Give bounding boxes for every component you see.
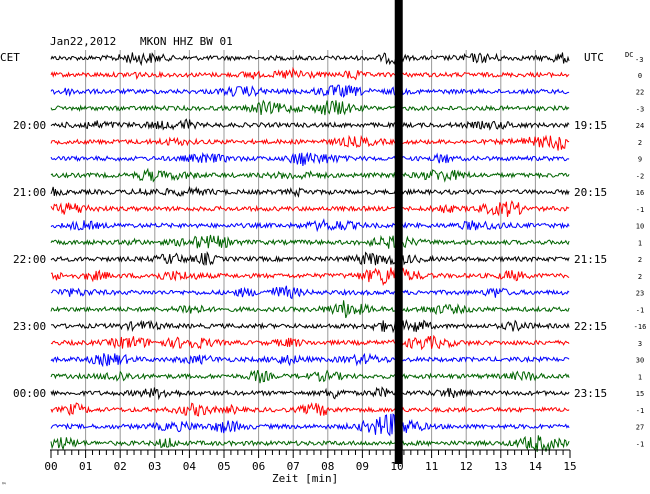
x-tick-label: 14 [529, 460, 543, 473]
trace-row [50, 386, 570, 401]
x-tick-label: 10 [390, 460, 403, 473]
trace-row [50, 84, 570, 99]
trace-row [50, 134, 570, 151]
trace-row [50, 66, 570, 81]
trace-row [50, 334, 570, 351]
dc-offset-value: 2 [638, 273, 642, 281]
dc-offset-value: -1 [636, 440, 644, 448]
x-tick-label: 01 [79, 460, 92, 473]
dc-offset-value: 16 [636, 189, 644, 197]
trace-row [50, 413, 570, 437]
x-tick-label: 08 [321, 460, 334, 473]
left-time-label: 21:00 [13, 186, 46, 199]
dc-offset-value: 0 [638, 72, 642, 80]
x-tick-label: 13 [494, 460, 507, 473]
x-axis: 00 01 02 03 04 05 06 07 08 09 10 11 12 13 14 15 [44, 449, 577, 473]
chart-station: MKON HHZ BW 01 [140, 35, 233, 48]
trace-row [50, 369, 570, 384]
trace-row [50, 402, 570, 417]
trace-row [50, 151, 570, 167]
chart-date: Jan22,2012 [50, 35, 116, 48]
x-tick-label: 15 [563, 460, 576, 473]
x-tick-label: 06 [252, 460, 265, 473]
trace-rows [50, 52, 570, 452]
dc-offset-value: -1 [636, 206, 644, 214]
dc-offset-value: 9 [638, 156, 642, 164]
trace-row [50, 167, 570, 183]
trace-row [50, 234, 570, 249]
dc-offset-value: 15 [636, 390, 644, 398]
trace-row [50, 285, 570, 300]
trace-row [50, 218, 570, 233]
time-labels: 20:00 21:00 22:00 23:00 00:00 19:15 20:15 21:15… [13, 119, 607, 400]
x-tick-label: 07 [287, 460, 300, 473]
dc-offset-value: 1 [638, 239, 642, 247]
dc-offset-value: -1 [636, 306, 644, 314]
dc-offset-value: 2 [638, 139, 642, 147]
trace-row [50, 52, 570, 67]
dc-offset-value: 30 [636, 357, 644, 365]
dc-offset-value: 2 [638, 256, 642, 264]
right-time-label: 19:15 [574, 119, 607, 132]
right-time-label: 20:15 [574, 186, 607, 199]
x-tick-label: 12 [460, 460, 473, 473]
dc-offset-value: -2 [636, 172, 644, 180]
dc-offset-value: 22 [636, 89, 644, 97]
dc-header-sub: -3 [635, 56, 643, 64]
x-tick-label: 04 [183, 460, 197, 473]
dc-offset-value: 27 [636, 424, 644, 432]
left-time-label: 20:00 [13, 119, 46, 132]
dc-offset-value: 10 [636, 223, 644, 231]
trace-row [50, 318, 570, 334]
footer-mark: ™ [2, 482, 6, 489]
trace-row [50, 251, 570, 266]
trace-row [50, 199, 570, 217]
x-tick-label: 11 [425, 460, 438, 473]
trace-row [50, 99, 570, 116]
minute-gridlines [85, 50, 536, 450]
x-axis-label: Zeit [min] [272, 472, 338, 485]
x-tick-label: 02 [114, 460, 127, 473]
dc-offset-value: -16 [634, 323, 647, 331]
left-time-label: 22:00 [13, 253, 46, 266]
trace-row [50, 300, 570, 319]
trace-row [50, 352, 570, 368]
dc-header-label: DC [625, 51, 633, 59]
dc-offset-value: -3 [636, 105, 644, 113]
dc-offset-value: 23 [636, 290, 644, 298]
trace-row [50, 185, 570, 198]
right-time-label: 22:15 [574, 320, 607, 333]
dc-offset-value: 1 [638, 373, 642, 381]
dc-offset-value: 24 [636, 122, 644, 130]
left-timezone-label: CET [0, 51, 20, 64]
trace-row [50, 267, 570, 287]
x-tick-label: 09 [356, 460, 369, 473]
x-tick-label: 05 [217, 460, 230, 473]
right-time-label: 21:15 [574, 253, 607, 266]
right-timezone-label: UTC [584, 51, 604, 64]
trace-row [50, 118, 570, 131]
right-time-label: 23:15 [574, 387, 607, 400]
left-time-label: 00:00 [13, 387, 46, 400]
dc-offset-value: -1 [636, 407, 644, 415]
trace-row [50, 435, 570, 452]
x-tick-label: 00 [44, 460, 57, 473]
current-time-marker [394, 0, 403, 464]
left-time-label: 23:00 [13, 320, 46, 333]
x-tick-label: 03 [148, 460, 161, 473]
dc-offset-value: 3 [638, 340, 642, 348]
